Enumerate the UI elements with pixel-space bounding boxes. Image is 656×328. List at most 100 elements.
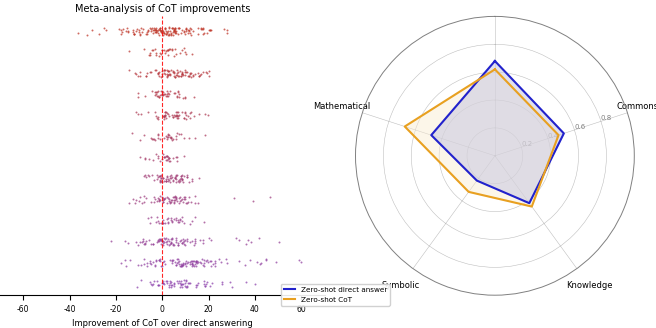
Point [179, 221, 190, 226]
Point [163, 133, 173, 138]
Point [136, 111, 146, 116]
Point [163, 215, 173, 220]
Point [174, 26, 185, 31]
Point [186, 199, 196, 205]
Point [169, 29, 180, 34]
Point [210, 258, 220, 263]
Point [173, 26, 184, 31]
Point [171, 113, 181, 119]
Point [201, 71, 212, 76]
Point [170, 26, 180, 31]
Point [168, 177, 178, 182]
Point [163, 198, 174, 203]
Point [176, 240, 187, 246]
Point [168, 178, 178, 183]
Point [191, 258, 201, 263]
Point [173, 200, 184, 206]
Point [176, 261, 186, 266]
Point [145, 26, 155, 31]
Point [159, 154, 169, 160]
Point [159, 113, 169, 119]
Point [154, 92, 165, 97]
Point [231, 235, 241, 240]
Point [81, 32, 92, 37]
Point [155, 178, 166, 183]
Point [175, 237, 186, 243]
Point [155, 241, 166, 247]
Point [159, 68, 169, 73]
Point [148, 259, 158, 264]
Point [155, 256, 165, 262]
Point [167, 26, 177, 31]
Point [159, 154, 169, 159]
Point [158, 28, 169, 33]
Point [171, 51, 181, 56]
Point [143, 29, 154, 34]
Point [135, 70, 146, 75]
Point [194, 176, 204, 181]
Point [140, 241, 150, 246]
Point [148, 27, 158, 32]
Point [190, 240, 200, 245]
Point [157, 179, 167, 184]
Point [180, 284, 190, 289]
Point [166, 31, 176, 37]
Point [180, 95, 190, 100]
Point [176, 174, 186, 179]
Point [157, 218, 168, 223]
Point [184, 179, 194, 184]
Point [166, 136, 176, 141]
Point [184, 72, 195, 77]
Point [171, 30, 182, 35]
Point [202, 258, 213, 263]
Point [153, 31, 163, 36]
Point [180, 27, 191, 32]
Point [182, 200, 192, 206]
Point [167, 219, 177, 224]
Point [254, 235, 264, 240]
Point [148, 194, 159, 199]
Point [130, 200, 140, 205]
Point [140, 156, 150, 162]
Point [165, 198, 176, 203]
Point [144, 69, 155, 74]
Point [188, 73, 198, 78]
Point [169, 197, 180, 202]
Point [184, 27, 194, 32]
Point [175, 263, 186, 269]
Point [154, 53, 164, 58]
Point [150, 258, 161, 263]
Point [142, 109, 153, 114]
Point [163, 157, 173, 162]
Point [174, 113, 184, 118]
Point [171, 173, 182, 178]
Point [98, 25, 109, 30]
Point [173, 93, 183, 99]
Point [159, 112, 170, 117]
Point [181, 27, 192, 32]
Point [146, 282, 156, 287]
Point [175, 73, 186, 79]
Point [150, 67, 160, 72]
Point [157, 31, 168, 36]
Point [187, 238, 197, 244]
Point [181, 238, 192, 243]
Point [144, 238, 154, 243]
Point [173, 219, 184, 224]
Point [138, 26, 149, 31]
Point [167, 112, 177, 117]
Point [192, 259, 203, 265]
Point [176, 172, 187, 177]
Point [172, 158, 182, 163]
Point [132, 284, 142, 289]
Point [152, 114, 163, 119]
Point [175, 239, 186, 244]
Point [170, 74, 180, 79]
Point [135, 154, 146, 159]
Point [165, 280, 176, 285]
Point [165, 72, 175, 77]
Point [166, 240, 176, 246]
Point [175, 176, 186, 182]
Point [120, 257, 131, 263]
Point [149, 26, 159, 31]
